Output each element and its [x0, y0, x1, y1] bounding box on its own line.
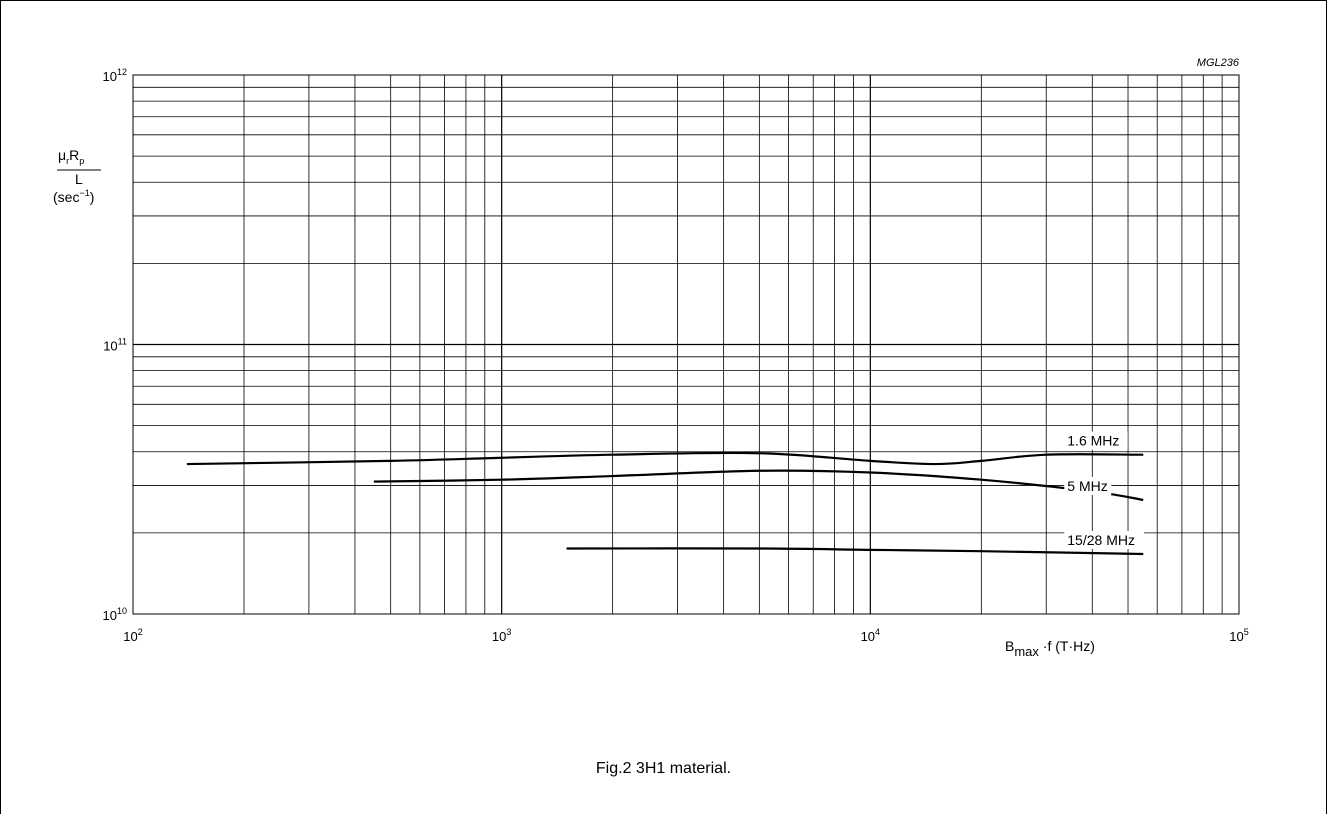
series-line: [566, 547, 1144, 556]
x-axis-label: Bmax ·f (T·Hz): [1005, 638, 1095, 659]
x-tick-label: 102: [123, 627, 142, 644]
y-tick-label: 1010: [103, 606, 127, 623]
chart-ticks: 102 103 104 105 1010 1011 1012: [103, 67, 1249, 644]
x-tick-label: 104: [861, 627, 880, 644]
series-label-bg: [1064, 431, 1128, 450]
x-tick-label: 105: [1229, 627, 1248, 644]
series-label-bg: [1064, 476, 1112, 495]
y-axis-label-numerator: μrRp: [58, 147, 84, 166]
chart-series-labels: 1.6 MHz 5 MHz 15/28 MHz: [1064, 431, 1145, 549]
y-tick-label: 1011: [103, 337, 127, 354]
series-label: 15/28 MHz: [1067, 532, 1135, 548]
series-line: [373, 469, 1144, 502]
figure-code: MGL236: [1196, 57, 1239, 69]
y-axis-label-denominator: L: [75, 171, 83, 187]
y-tick-label: 1012: [103, 67, 127, 84]
series-label: 1.6 MHz: [1067, 433, 1119, 449]
series-label-bg: [1064, 530, 1145, 549]
chart-series: [186, 451, 1144, 556]
y-axis-label-unit: (sec−1): [53, 188, 94, 205]
x-tick-label: 103: [492, 627, 511, 644]
series-label: 5 MHz: [1067, 478, 1107, 494]
series-line: [186, 451, 1144, 466]
figure-caption: Fig.2 3H1 material.: [595, 760, 732, 777]
y-axis-label: μrRp L (sec−1): [53, 147, 101, 205]
chart-grid: [132, 74, 1240, 615]
